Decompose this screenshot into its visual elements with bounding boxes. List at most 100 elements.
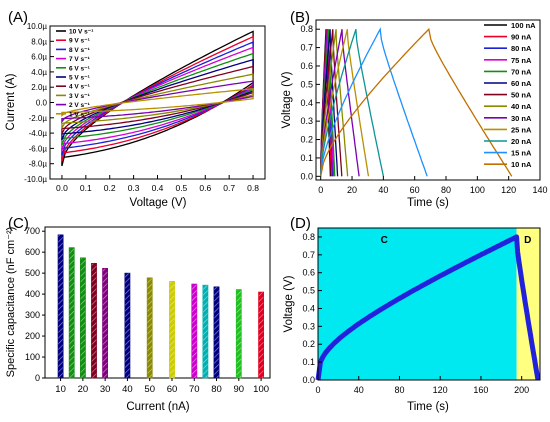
gcd-curve [320,29,349,177]
x-tick-label: 200 [514,385,529,395]
x-tick-label: 80 [211,384,222,395]
y-tick-label: -6.0µ [29,144,48,153]
x-tick-label: 0.7 [223,183,235,193]
panel-c: (C) 10 20 30 40 50 60 70 80 90 100 0 100 200 300 400 5… [5,215,271,413]
panel-b-xlabel: Time (s) [407,197,449,209]
bar [57,234,64,379]
panel-d-series [315,234,541,381]
y-tick-label: 6.0µ [31,53,47,62]
panel-a-xlabel: Voltage (V) [130,197,187,209]
panel-a-label: (A) [8,9,28,26]
panel-b-label: (B) [290,9,310,26]
y-tick-label: 0.1 [302,357,315,367]
x-tick-label: 100 [253,384,269,395]
legend-label: 80 nA [511,44,532,53]
bar [146,277,153,379]
x-tick-label: 0.2 [104,183,116,193]
panel-c-label: (C) [8,215,29,232]
x-tick-label: 140 [532,185,547,195]
panel-d-x-ticks: 0 40 80 120 160 200 [315,376,529,395]
panel-b-frame [315,19,541,181]
x-tick-label: 20 [78,384,89,395]
y-tick-label: 0.7 [300,43,313,53]
y-tick-label: -4.0µ [29,129,48,138]
x-tick-label: 0.1 [80,183,92,193]
y-tick-label: 0.2 [300,135,313,145]
legend-label: 4 V s⁻¹ [69,84,90,91]
x-tick-label: 100 [470,185,485,195]
x-tick-label: 0.5 [175,183,187,193]
x-tick-label: 0.0 [56,183,68,193]
legend-label: 3 V s⁻¹ [69,93,90,100]
x-tick-label: 0.6 [199,183,211,193]
panel-a-y-ticks: 10.0µ 8.0µ 6.0µ 4.0µ 2.0µ 0.0 -2.0µ -4.0µ -6.0µ -… [24,22,54,184]
y-tick-label: 2.0µ [31,83,47,92]
gcd-curve [315,234,541,381]
y-tick-label: -2.0µ [29,114,48,123]
legend-label: 70 nA [511,67,532,76]
panel-d-xlabel: Time (s) [407,401,449,413]
x-tick-label: 40 [354,385,364,395]
x-tick-label: 60 [410,185,420,195]
panel-d-regions [318,228,540,380]
legend-label: 75 nA [511,56,532,65]
panel-c-bars [57,234,264,379]
x-tick-label: 0.8 [247,183,259,193]
gcd-curve [320,29,343,177]
x-tick-label: 40 [122,384,133,395]
y-tick-label: 0.5 [300,79,313,89]
legend-label: 20 nA [511,137,532,146]
panel-b-ylabel: Voltage (V) [281,71,293,128]
y-tick-label: 0.7 [302,250,315,260]
bar [80,257,86,379]
panel-c-x-ticks: 10 20 30 40 50 60 70 80 90 100 [55,378,269,395]
x-tick-label: 0 [318,185,323,195]
bar [169,280,175,379]
bar [213,286,220,379]
x-tick-label: 40 [378,185,388,195]
y-tick-label: 0 [35,373,40,383]
legend-label: 8 V s⁻¹ [69,47,90,54]
legend-label: 60 nA [511,79,532,88]
y-tick-label: 100 [25,352,40,362]
x-tick-label: 10 [55,384,66,395]
y-tick-label: 0.4 [302,303,315,313]
bar [235,289,242,379]
legend-label: 9 V s⁻¹ [69,38,90,45]
panel-a-series [61,30,254,167]
bar [102,267,108,379]
x-tick-label: 50 [144,384,155,395]
legend-label: 15 nA [511,149,532,158]
gcd-curve [320,29,385,177]
x-tick-label: 120 [433,385,448,395]
panel-a-ylabel: Current (A) [5,73,17,130]
y-tick-label: 0.3 [302,321,315,331]
x-tick-label: 30 [100,384,111,395]
y-tick-label: 0.6 [302,268,315,278]
gcd-curve [320,27,513,177]
cv-loop [61,58,254,141]
panel-c-frame [44,226,271,379]
x-tick-label: 160 [473,385,488,395]
y-tick-label: 0.0 [300,171,313,181]
legend-label: 90 nA [511,33,532,42]
x-tick-label: 80 [394,385,404,395]
x-tick-label: 20 [347,185,357,195]
panel-c-ylabel: Specific capacitance (nF cm⁻²) [5,227,17,378]
y-tick-label: 400 [25,289,40,299]
y-tick-label: 700 [25,226,40,236]
bar [258,291,264,379]
y-tick-label: 500 [25,268,40,278]
cv-loop [61,87,254,117]
x-tick-label: 60 [167,384,178,395]
legend-label: 50 nA [511,91,532,100]
y-tick-label: 300 [25,310,40,320]
bar [124,272,131,379]
legend-label: 6 V s⁻¹ [69,65,90,72]
x-tick-label: 70 [189,384,200,395]
y-tick-label: 10.0µ [27,22,48,31]
x-tick-label: 120 [501,185,516,195]
